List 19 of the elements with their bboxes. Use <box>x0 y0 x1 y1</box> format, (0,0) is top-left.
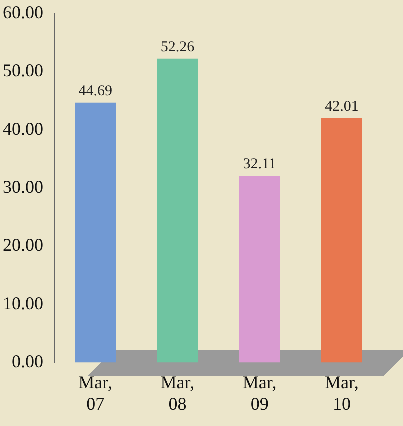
y-tick-label: 30.00 <box>3 177 44 198</box>
data-label: 42.01 <box>325 98 359 115</box>
bar <box>75 102 116 363</box>
y-tick-label: 50.00 <box>3 60 44 81</box>
data-label: 52.26 <box>160 39 196 56</box>
bar <box>157 58 198 363</box>
y-tick-label: 60.00 <box>3 2 44 23</box>
data-label: 32.11 <box>243 156 276 172</box>
y-tick-label: 0.00 <box>12 352 44 372</box>
x-tick-label: Mar, 07 <box>78 372 112 414</box>
x-tick-label: Mar, 08 <box>160 372 195 414</box>
y-tick-label: 40.00 <box>3 118 44 139</box>
bar <box>321 118 362 363</box>
x-tick-label: Mar, 10 <box>325 372 359 414</box>
x-tick-label: Mar, 09 <box>242 372 277 414</box>
y-tick-label: 10.00 <box>3 293 44 314</box>
y-tick-label: 20.00 <box>3 235 44 256</box>
bar <box>239 176 280 363</box>
data-label: 44.69 <box>78 83 112 100</box>
